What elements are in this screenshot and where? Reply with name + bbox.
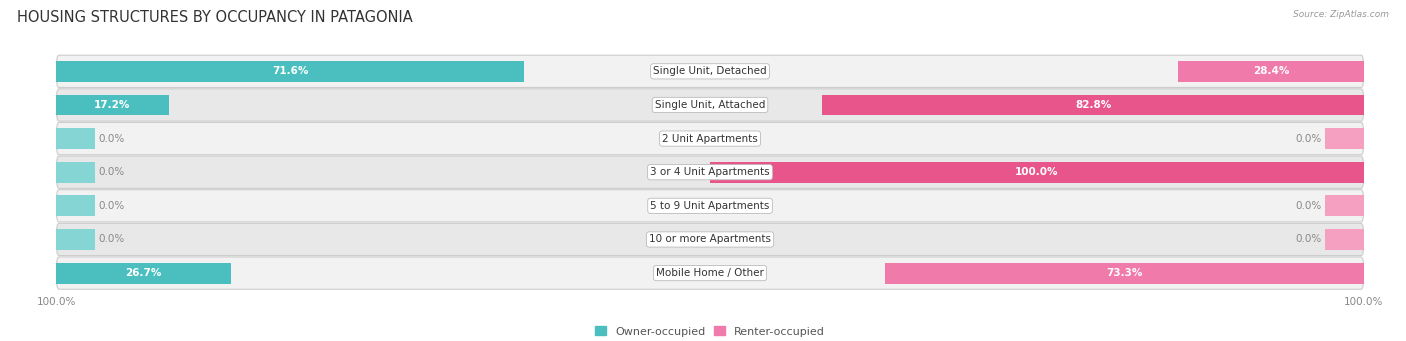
Text: Single Unit, Detached: Single Unit, Detached (654, 66, 766, 76)
Text: 28.4%: 28.4% (1253, 66, 1289, 76)
Text: 0.0%: 0.0% (98, 167, 125, 177)
Text: 17.2%: 17.2% (94, 100, 131, 110)
Bar (56, 263, 231, 283)
Bar (823, 94, 1364, 115)
Text: Mobile Home / Other: Mobile Home / Other (657, 268, 763, 278)
FancyBboxPatch shape (56, 257, 1364, 289)
Text: HOUSING STRUCTURES BY OCCUPANCY IN PATAGONIA: HOUSING STRUCTURES BY OCCUPANCY IN PATAG… (17, 10, 412, 25)
Bar (1324, 195, 1364, 216)
FancyBboxPatch shape (56, 55, 1364, 88)
Text: 5 to 9 Unit Apartments: 5 to 9 Unit Apartments (651, 201, 769, 211)
Text: 26.7%: 26.7% (125, 268, 162, 278)
Text: 100.0%: 100.0% (1015, 167, 1059, 177)
Text: 0.0%: 0.0% (1295, 201, 1322, 211)
Legend: Owner-occupied, Renter-occupied: Owner-occupied, Renter-occupied (591, 322, 830, 341)
Bar (56, 229, 96, 250)
Bar (710, 162, 1364, 183)
Text: 3 or 4 Unit Apartments: 3 or 4 Unit Apartments (650, 167, 770, 177)
Text: 0.0%: 0.0% (1295, 134, 1322, 144)
FancyBboxPatch shape (56, 190, 1364, 222)
Text: 0.0%: 0.0% (1295, 235, 1322, 244)
Text: 10 or more Apartments: 10 or more Apartments (650, 235, 770, 244)
Text: 0.0%: 0.0% (98, 134, 125, 144)
Text: 82.8%: 82.8% (1076, 100, 1111, 110)
Text: Source: ZipAtlas.com: Source: ZipAtlas.com (1294, 10, 1389, 19)
Text: Single Unit, Attached: Single Unit, Attached (655, 100, 765, 110)
Bar (56, 61, 524, 82)
FancyBboxPatch shape (56, 223, 1364, 256)
Bar (56, 162, 96, 183)
Bar (56, 128, 96, 149)
Bar (1324, 128, 1364, 149)
Bar (56, 195, 96, 216)
Bar (56, 94, 169, 115)
Bar (1178, 61, 1364, 82)
Text: 0.0%: 0.0% (98, 235, 125, 244)
Text: 73.3%: 73.3% (1107, 268, 1143, 278)
FancyBboxPatch shape (56, 122, 1364, 155)
Bar (1324, 229, 1364, 250)
Bar (884, 263, 1364, 283)
Text: 71.6%: 71.6% (273, 66, 308, 76)
Text: 2 Unit Apartments: 2 Unit Apartments (662, 134, 758, 144)
FancyBboxPatch shape (56, 89, 1364, 121)
FancyBboxPatch shape (56, 156, 1364, 188)
Text: 0.0%: 0.0% (98, 201, 125, 211)
